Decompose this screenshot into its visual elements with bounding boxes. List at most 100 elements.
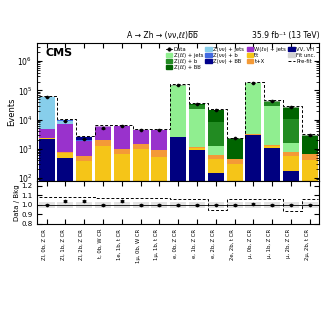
Bar [95,126,111,127]
Bar [133,187,149,322]
Bar [95,185,111,322]
Bar [39,139,55,322]
Bar [302,185,318,322]
Bar [226,202,243,208]
Bar [189,202,205,208]
Bar [57,152,74,153]
Bar [283,107,299,108]
Text: CMS: CMS [46,48,73,58]
Bar [302,136,318,154]
Bar [57,157,74,322]
Bar [114,202,130,208]
Bar [208,109,224,110]
Bar [151,150,168,156]
Bar [57,121,74,124]
Bar [226,187,243,322]
Bar [57,153,74,157]
Bar [283,152,299,156]
Bar [208,155,224,159]
Bar [114,154,130,185]
Bar [76,137,92,140]
Bar [39,96,55,97]
Bar [114,149,130,154]
Bar [208,159,224,173]
Bar [208,147,224,155]
Bar [283,107,299,119]
Bar [189,147,205,148]
Bar [189,104,205,105]
Bar [245,83,261,134]
Bar [264,146,280,147]
Bar [226,138,243,139]
Bar [76,181,92,322]
Bar [226,138,243,159]
Legend: Data, Z(ℓℓ) + jets, Z(ℓℓ) + b, Z(ℓℓ) + b̅b̅, Z(νν) + jets, Z(νν) + b, Z(νν) + b̅: Data, Z(ℓℓ) + jets, Z(ℓℓ) + b, Z(ℓℓ) + b… [165,46,317,71]
Bar [208,110,224,122]
Bar [151,202,168,208]
Bar [151,190,168,322]
Bar [57,124,74,152]
Bar [208,202,224,208]
Bar [283,119,299,143]
Bar [151,130,168,150]
Y-axis label: Events: Events [7,98,16,127]
Bar [226,164,243,187]
Bar [76,140,92,141]
Bar [151,156,168,190]
Bar [264,101,280,102]
Bar [133,202,149,208]
Bar [283,202,299,208]
Bar [95,140,111,146]
Bar [76,156,92,161]
Bar [39,138,55,139]
Bar [114,185,130,322]
Bar [39,137,55,138]
Bar [245,202,261,208]
Bar [264,106,280,145]
Bar [283,156,299,171]
Bar [114,126,130,149]
Bar [76,161,92,181]
Bar [264,202,280,208]
Bar [95,202,111,208]
Bar [170,86,186,137]
Bar [170,137,186,322]
Bar [189,150,205,322]
Bar [302,135,318,136]
Y-axis label: Data / Bkg: Data / Bkg [14,184,20,221]
Bar [76,141,92,156]
Bar [133,149,149,187]
Bar [302,154,318,160]
Bar [170,202,186,208]
Bar [57,120,74,121]
Bar [302,202,318,208]
Bar [264,147,280,322]
Bar [133,129,149,130]
Bar [170,85,186,86]
Bar [95,146,111,185]
Bar [283,171,299,322]
Bar [245,135,261,322]
Text: 35.9 fb⁻¹ (13 TeV): 35.9 fb⁻¹ (13 TeV) [251,31,319,40]
Bar [208,122,224,147]
Bar [226,159,243,164]
Bar [208,173,224,322]
Bar [39,128,55,137]
Bar [76,202,92,208]
Bar [114,126,130,127]
Bar [283,143,299,152]
Bar [39,97,55,128]
Bar [95,126,111,140]
Bar [245,82,261,83]
Bar [133,130,149,144]
Text: A → Zh → (νν,ℓℓ)b̅b̅: A → Zh → (νν,ℓℓ)b̅b̅ [127,31,197,40]
Bar [39,202,55,208]
Bar [57,202,74,208]
Bar [264,102,280,106]
Bar [302,160,318,185]
Bar [264,145,280,146]
Bar [170,85,186,86]
Bar [133,144,149,149]
Bar [189,148,205,150]
Bar [189,109,205,147]
